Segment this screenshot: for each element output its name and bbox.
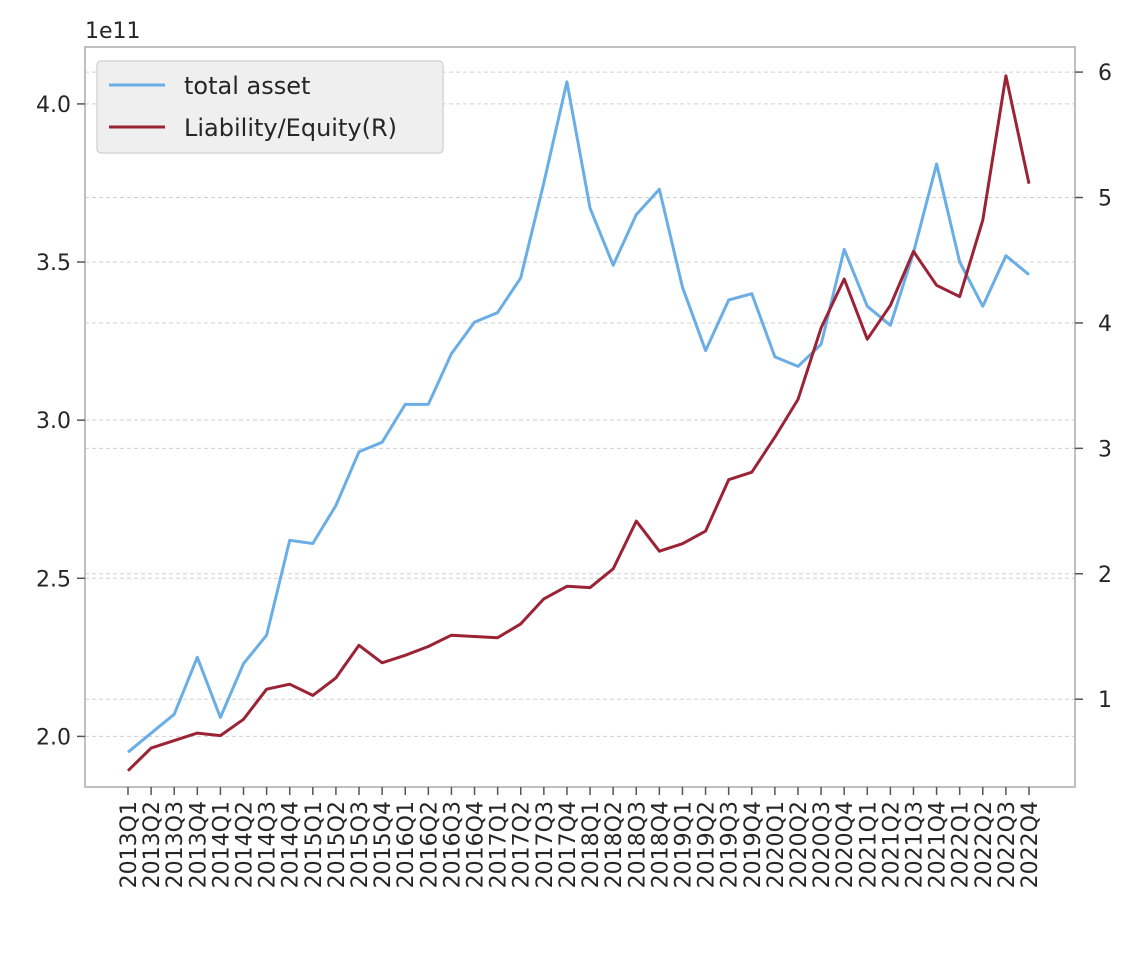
right-axis: 1 2 3 4 5 6	[1075, 61, 1112, 713]
x-tick-label: 2018Q1	[579, 801, 604, 888]
left-tick-label: 4.0	[36, 93, 71, 118]
x-tick-label: 2017Q2	[510, 801, 535, 888]
x-tick-label: 2013Q3	[163, 801, 188, 888]
left-tick-label: 3.5	[36, 251, 71, 276]
x-tick-label: 2013Q1	[117, 801, 142, 888]
legend-label-total-asset: total asset	[184, 72, 310, 100]
x-tick-label: 2017Q3	[533, 801, 558, 888]
x-tick-label: 2013Q4	[186, 801, 211, 888]
left-tick-label: 2.0	[36, 725, 71, 750]
left-axis: 2.0 2.5 3.0 3.5 4.0	[36, 93, 85, 750]
plot-frame	[84, 46, 1076, 788]
x-tick-label: 2014Q4	[279, 801, 304, 888]
x-tick-label: 2015Q3	[348, 801, 373, 888]
x-tick-label: 2022Q1	[949, 801, 974, 888]
y-offset-label: 1e11	[85, 19, 141, 44]
x-tick-label: 2019Q3	[718, 801, 743, 888]
right-tick-label: 6	[1098, 61, 1112, 86]
x-tick-label: 2014Q3	[256, 801, 281, 888]
legend-label-liability-equity: Liability/Equity(R)	[184, 114, 397, 142]
x-tick-label: 2017Q4	[556, 801, 581, 888]
x-tick-label: 2019Q4	[741, 801, 766, 888]
x-tick-label: 2018Q3	[625, 801, 650, 888]
x-tick-label: 2016Q1	[394, 801, 419, 888]
x-tick-label: 2016Q2	[417, 801, 442, 888]
left-tick-label: 2.5	[36, 567, 71, 592]
x-tick-label: 2018Q4	[648, 801, 673, 888]
legend-box	[96, 60, 444, 154]
x-tick-label: 2017Q1	[487, 801, 512, 888]
series-line-liability-equity	[126, 74, 1031, 772]
x-tick-label: 2016Q3	[440, 801, 465, 888]
x-tick-label: 2021Q2	[879, 801, 904, 888]
x-tick-label: 2020Q1	[764, 801, 789, 888]
series-line-total-asset	[127, 80, 1030, 754]
x-tick-label: 2019Q2	[695, 801, 720, 888]
x-tick-label: 2015Q1	[302, 801, 327, 888]
right-tick-label: 2	[1098, 563, 1112, 588]
x-tick-label: 2014Q1	[209, 801, 234, 888]
x-tick-label: 2019Q1	[671, 801, 696, 888]
x-tick-label: 2020Q3	[810, 801, 835, 888]
x-axis: 2013Q12013Q22013Q32013Q42014Q12014Q22014…	[117, 787, 1043, 888]
x-tick-label: 2021Q1	[856, 801, 881, 888]
grid-layer	[85, 71, 1075, 737]
x-tick-label: 2020Q2	[787, 801, 812, 888]
left-tick-label: 3.0	[36, 409, 71, 434]
x-tick-label: 2022Q3	[995, 801, 1020, 888]
x-tick-label: 2021Q4	[926, 801, 951, 888]
legend: total asset Liability/Equity(R)	[96, 60, 444, 154]
x-tick-label: 2021Q3	[902, 801, 927, 888]
series-layer	[126, 74, 1031, 772]
right-tick-label: 1	[1098, 688, 1112, 713]
right-tick-label: 3	[1098, 437, 1112, 462]
x-tick-label: 2015Q2	[325, 801, 350, 888]
x-tick-label: 2022Q4	[1018, 801, 1043, 888]
right-tick-label: 4	[1098, 312, 1112, 337]
x-tick-label: 2015Q4	[371, 801, 396, 888]
x-tick-label: 2016Q4	[464, 801, 489, 888]
x-tick-label: 2014Q2	[233, 801, 258, 888]
right-tick-label: 5	[1098, 187, 1112, 212]
x-tick-label: 2018Q2	[602, 801, 627, 888]
x-tick-label: 2022Q2	[972, 801, 997, 888]
x-tick-label: 2020Q4	[833, 801, 858, 888]
x-tick-label: 2013Q2	[140, 801, 165, 888]
